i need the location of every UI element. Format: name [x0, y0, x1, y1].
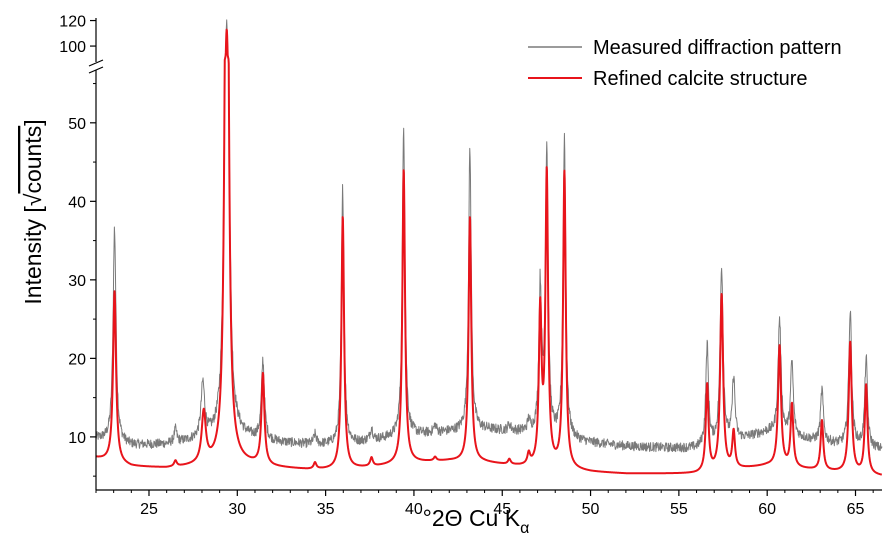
x-axis-title: °2Θ Cu Kα: [423, 505, 530, 536]
y-tick-label: 50: [68, 116, 86, 133]
axis-break-mark: [88, 66, 104, 74]
series-layer: [95, 19, 883, 476]
x-tick-label: 50: [582, 501, 600, 518]
x-tick-label: 25: [140, 501, 158, 518]
legend-label-measured: Measured diffraction pattern: [593, 37, 842, 59]
x-tick-label: 65: [847, 501, 865, 518]
x-tick-label: 30: [228, 501, 246, 518]
y-axis-title: Intensity [√counts]: [20, 119, 46, 304]
x-tick-label: 35: [317, 501, 335, 518]
x-tick-label: 60: [758, 501, 776, 518]
x-tick-label: 40: [405, 501, 423, 518]
y-tick-label: 30: [68, 273, 86, 290]
series-line-refined: [95, 28, 883, 476]
legend-label-refined: Refined calcite structure: [593, 68, 808, 90]
x-tick-label: 45: [493, 501, 511, 518]
axis-break-mark: [88, 59, 104, 67]
axes: 25 30 35 40 45 50 55 60 65 10 20 30 40 50 100 120: [59, 14, 882, 518]
y-tick-label: 20: [68, 351, 86, 368]
x-tick-label: 55: [670, 501, 688, 518]
series-line-measured: [95, 19, 883, 453]
y-tick-label-upper: 120: [59, 14, 86, 31]
y-tick-label: 10: [68, 430, 86, 447]
legend: Measured diffraction pattern Refined cal…: [528, 37, 842, 90]
y-tick-label-upper: 100: [59, 39, 86, 56]
y-tick-label: 40: [68, 194, 86, 211]
